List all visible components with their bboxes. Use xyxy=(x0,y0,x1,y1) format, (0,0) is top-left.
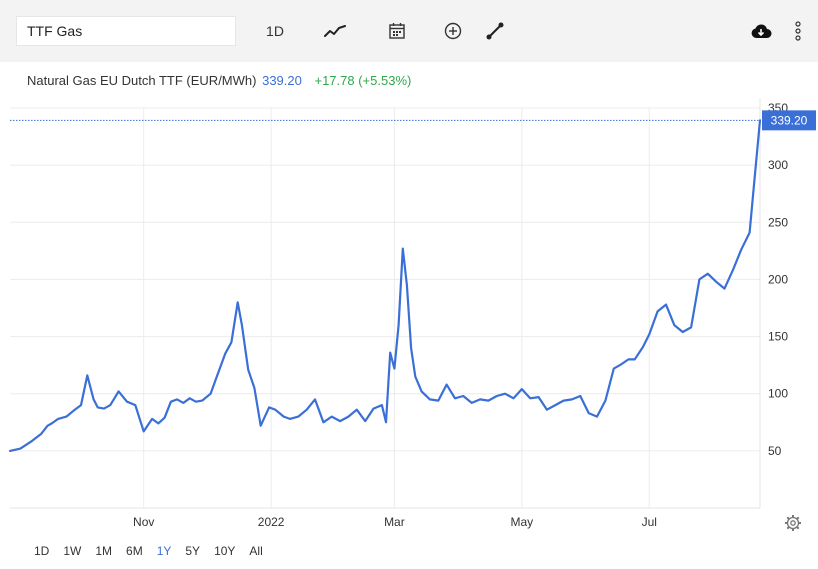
x-tick-label: 2022 xyxy=(258,515,285,529)
period-button[interactable]: 1D xyxy=(266,23,284,39)
range-button-6m[interactable]: 6M xyxy=(126,544,143,558)
last-price-marker: 339.20 xyxy=(10,110,816,131)
draw-tool-icon xyxy=(486,22,504,40)
symbol-search-input[interactable] xyxy=(16,16,236,46)
range-button-10y[interactable]: 10Y xyxy=(214,544,236,558)
series xyxy=(8,119,762,452)
draw-tool-button[interactable] xyxy=(480,16,510,46)
add-indicator-button[interactable] xyxy=(438,16,468,46)
range-selector: 1D 1W 1M 6M 1Y 5Y 10Y All xyxy=(34,544,263,560)
toolbar: 1D xyxy=(0,0,818,62)
add-indicator-icon xyxy=(444,22,462,40)
calendar-icon xyxy=(389,23,405,39)
range-button-5y[interactable]: 5Y xyxy=(185,544,201,558)
x-tick-label: Nov xyxy=(133,515,154,529)
range-button-1d[interactable]: 1D xyxy=(34,544,50,558)
x-tick-label: May xyxy=(511,515,534,529)
y-tick-label: 200 xyxy=(768,272,788,286)
y-tick-label: 300 xyxy=(768,158,788,172)
instrument-header: Natural Gas EU Dutch TTF (EUR/MWh) 339.2… xyxy=(27,73,411,88)
last-price-tag xyxy=(762,110,816,131)
more-options-button[interactable] xyxy=(788,16,808,46)
y-tick-label: 50 xyxy=(768,444,782,458)
more-vertical-icon xyxy=(795,21,801,41)
range-button-all[interactable]: All xyxy=(249,544,263,558)
date-range-button[interactable] xyxy=(382,16,412,46)
download-button[interactable] xyxy=(746,16,776,46)
price-change: +17.78 (+5.53%) xyxy=(314,73,412,88)
settings-gear-icon[interactable] xyxy=(784,514,802,532)
line-chart-icon xyxy=(324,25,346,37)
y-tick-label: 150 xyxy=(768,330,788,344)
price-series-line xyxy=(8,119,762,452)
range-button-1y[interactable]: 1Y xyxy=(156,544,172,558)
x-tick-label: Mar xyxy=(384,515,405,529)
range-button-1m[interactable]: 1M xyxy=(95,544,113,558)
y-tick-label: 100 xyxy=(768,387,788,401)
last-price-tag-label: 339.20 xyxy=(771,113,808,127)
grid xyxy=(10,107,760,508)
y-tick-label: 250 xyxy=(768,215,788,229)
chart-type-button[interactable] xyxy=(320,16,350,46)
instrument-name: Natural Gas EU Dutch TTF (EUR/MWh) xyxy=(27,73,257,88)
cloud-download-icon xyxy=(751,24,772,38)
x-tick-label: Jul xyxy=(642,515,657,529)
last-price: 339.20 xyxy=(262,73,302,88)
range-button-1w[interactable]: 1W xyxy=(63,544,82,558)
